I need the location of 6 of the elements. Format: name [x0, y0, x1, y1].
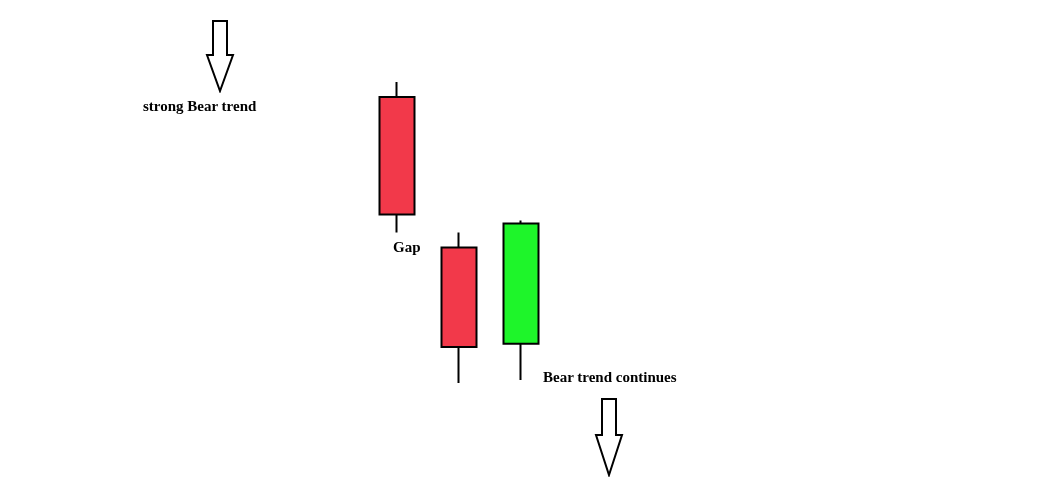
candlestick — [502, 219, 540, 381]
text: strong Bear trend — [143, 97, 257, 114]
annotation: Bear trend continues — [543, 368, 677, 385]
annotation: Gap — [393, 238, 421, 255]
candlestick — [378, 81, 416, 234]
candlestick — [440, 231, 478, 384]
